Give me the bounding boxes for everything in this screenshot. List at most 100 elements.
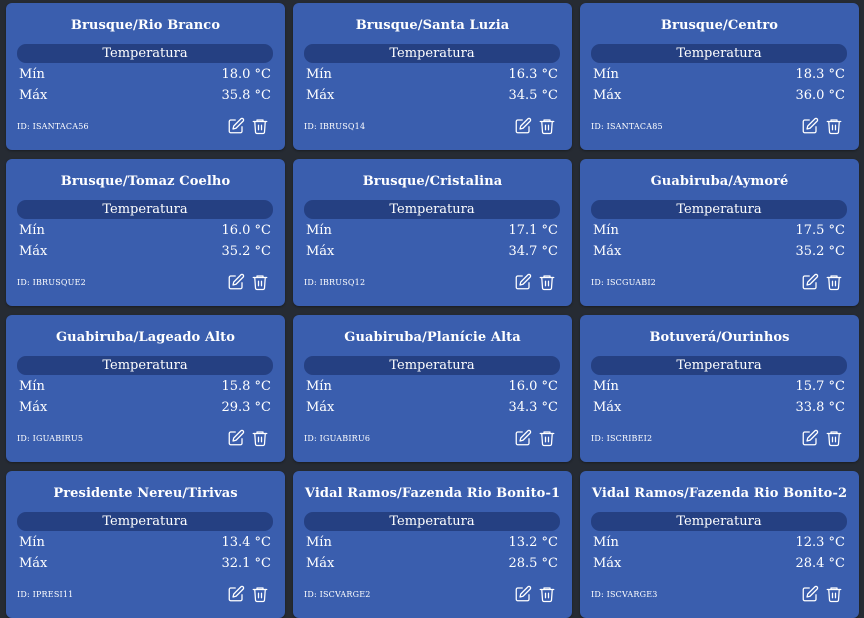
- trash-icon[interactable]: [251, 273, 269, 291]
- min-row: Mín 18.0 °C: [19, 67, 271, 82]
- section-label: Temperatura: [17, 200, 273, 219]
- edit-icon[interactable]: [514, 429, 532, 447]
- trash-icon[interactable]: [538, 585, 556, 603]
- station-title: Brusque/Cristalina: [362, 174, 503, 189]
- section-label: Temperatura: [17, 356, 273, 375]
- station-title: Brusque/Tomaz Coelho: [60, 174, 231, 189]
- section-label: Temperatura: [17, 512, 273, 531]
- min-label: Mín: [593, 535, 619, 550]
- min-value: 16.0 °C: [221, 223, 271, 238]
- min-value: 16.3 °C: [508, 67, 558, 82]
- edit-icon[interactable]: [801, 585, 819, 603]
- edit-icon[interactable]: [514, 117, 532, 135]
- station-card: Botuverá/Ourinhos Temperatura Mín 15.7 °C…: [580, 315, 859, 462]
- station-card: Brusque/Cristalina Temperatura Mín 17.1 °…: [293, 159, 572, 306]
- section-label: Temperatura: [304, 200, 560, 219]
- station-card: Vidal Ramos/Fazenda Rio Bonito-1 Tempera…: [293, 471, 572, 618]
- min-label: Mín: [306, 535, 332, 550]
- min-label: Mín: [19, 67, 45, 82]
- max-row: Máx 35.2 °C: [19, 244, 271, 259]
- section-label: Temperatura: [591, 200, 847, 219]
- trash-icon[interactable]: [251, 585, 269, 603]
- max-value: 36.0 °C: [795, 88, 845, 103]
- card-actions: [801, 273, 843, 291]
- min-value: 13.4 °C: [221, 535, 271, 550]
- max-label: Máx: [306, 244, 335, 259]
- section-label: Temperatura: [591, 512, 847, 531]
- station-card: Guabiruba/Lageado Alto Temperatura Mín 15…: [6, 315, 285, 462]
- edit-icon[interactable]: [227, 429, 245, 447]
- station-id: ID: IBRUSQ12: [304, 278, 366, 287]
- edit-icon[interactable]: [227, 117, 245, 135]
- section-label: Temperatura: [304, 44, 560, 63]
- min-row: Mín 15.8 °C: [19, 379, 271, 394]
- trash-icon[interactable]: [825, 585, 843, 603]
- edit-icon[interactable]: [514, 273, 532, 291]
- trash-icon[interactable]: [825, 429, 843, 447]
- section-label: Temperatura: [304, 512, 560, 531]
- max-value: 29.3 °C: [221, 400, 271, 415]
- max-row: Máx 32.1 °C: [19, 556, 271, 571]
- min-row: Mín 13.4 °C: [19, 535, 271, 550]
- min-label: Mín: [306, 379, 332, 394]
- trash-icon[interactable]: [538, 117, 556, 135]
- max-label: Máx: [306, 400, 335, 415]
- max-row: Máx 34.3 °C: [306, 400, 558, 415]
- max-label: Máx: [593, 244, 622, 259]
- station-id: ID: IBRUSQ14: [304, 122, 366, 131]
- max-value: 34.7 °C: [508, 244, 558, 259]
- max-row: Máx 35.8 °C: [19, 88, 271, 103]
- card-actions: [801, 429, 843, 447]
- section-label: Temperatura: [591, 356, 847, 375]
- min-label: Mín: [306, 67, 332, 82]
- trash-icon[interactable]: [538, 429, 556, 447]
- edit-icon[interactable]: [227, 585, 245, 603]
- trash-icon[interactable]: [251, 429, 269, 447]
- min-value: 16.0 °C: [508, 379, 558, 394]
- station-id: ID: ISCVARGE3: [591, 590, 658, 599]
- max-value: 35.2 °C: [795, 244, 845, 259]
- max-value: 28.5 °C: [508, 556, 558, 571]
- card-actions: [514, 117, 556, 135]
- trash-icon[interactable]: [251, 117, 269, 135]
- min-row: Mín 16.0 °C: [19, 223, 271, 238]
- trash-icon[interactable]: [538, 273, 556, 291]
- max-row: Máx 34.5 °C: [306, 88, 558, 103]
- station-title: Guabiruba/Lageado Alto: [55, 330, 236, 345]
- min-row: Mín 17.5 °C: [593, 223, 845, 238]
- station-grid: Brusque/Rio Branco Temperatura Mín 18.0 °…: [6, 3, 859, 618]
- min-label: Mín: [19, 223, 45, 238]
- station-card: Presidente Nereu/Tirivas Temperatura Mín…: [6, 471, 285, 618]
- station-id: ID: IGUABIRU5: [17, 434, 84, 443]
- trash-icon[interactable]: [825, 273, 843, 291]
- station-title: Brusque/Centro: [660, 18, 779, 33]
- max-row: Máx 36.0 °C: [593, 88, 845, 103]
- edit-icon[interactable]: [801, 273, 819, 291]
- edit-icon[interactable]: [801, 117, 819, 135]
- card-actions: [227, 429, 269, 447]
- min-row: Mín 13.2 °C: [306, 535, 558, 550]
- card-actions: [801, 117, 843, 135]
- min-value: 12.3 °C: [795, 535, 845, 550]
- station-card: Guabiruba/Planície Alta Temperatura Mín 1…: [293, 315, 572, 462]
- max-row: Máx 35.2 °C: [593, 244, 845, 259]
- edit-icon[interactable]: [227, 273, 245, 291]
- station-title: Guabiruba/Planície Alta: [344, 330, 521, 345]
- station-id: ID: IPRESI11: [17, 590, 74, 599]
- max-label: Máx: [593, 400, 622, 415]
- max-row: Máx 29.3 °C: [19, 400, 271, 415]
- min-row: Mín 16.0 °C: [306, 379, 558, 394]
- edit-icon[interactable]: [801, 429, 819, 447]
- card-actions: [514, 585, 556, 603]
- edit-icon[interactable]: [514, 585, 532, 603]
- min-label: Mín: [19, 379, 45, 394]
- max-label: Máx: [19, 88, 48, 103]
- max-label: Máx: [19, 400, 48, 415]
- station-title: Vidal Ramos/Fazenda Rio Bonito-2: [591, 486, 848, 501]
- max-value: 34.3 °C: [508, 400, 558, 415]
- trash-icon[interactable]: [825, 117, 843, 135]
- station-id: ID: ISANTACA85: [591, 122, 663, 131]
- card-actions: [514, 429, 556, 447]
- max-label: Máx: [19, 244, 48, 259]
- station-id: ID: IBRUSQUE2: [17, 278, 86, 287]
